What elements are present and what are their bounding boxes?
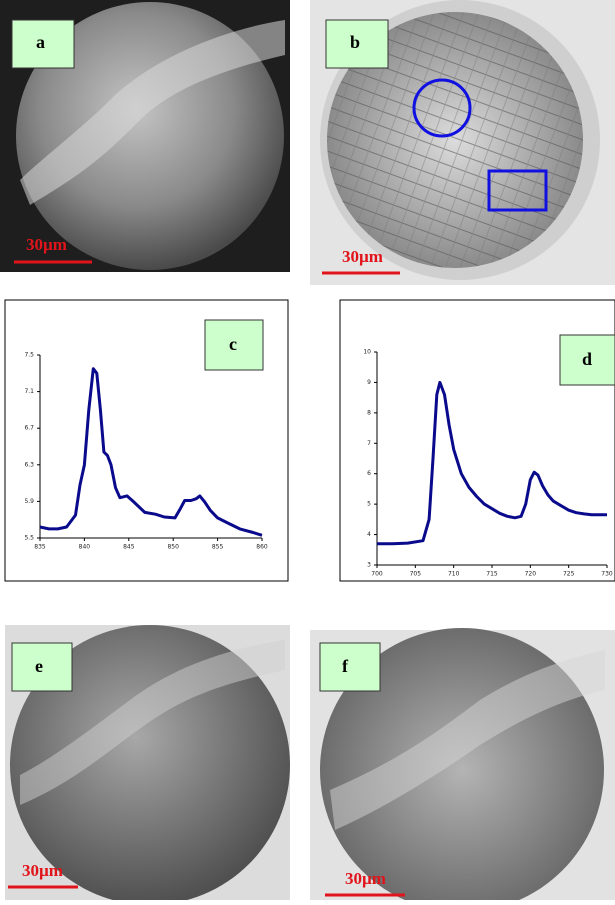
panel-label: f bbox=[342, 656, 349, 676]
scale-bar-label: 30µm bbox=[22, 861, 63, 880]
panel-label: c bbox=[229, 334, 237, 354]
x-tick-label: 705 bbox=[410, 571, 422, 578]
y-tick-label: 6.7 bbox=[24, 425, 34, 432]
panel-label: d bbox=[582, 349, 592, 369]
x-tick-label: 840 bbox=[79, 544, 91, 551]
y-tick-label: 5.5 bbox=[24, 535, 34, 542]
y-tick-label: 3 bbox=[367, 562, 371, 569]
x-tick-label: 700 bbox=[371, 571, 383, 578]
micrograph-a: a 30µm bbox=[0, 0, 290, 272]
y-tick-label: 7 bbox=[367, 440, 371, 447]
y-tick-label: 7.5 bbox=[24, 352, 34, 359]
micrograph-e: e 30µm bbox=[5, 625, 290, 900]
y-tick-label: 10 bbox=[363, 349, 371, 356]
y-tick-label: 9 bbox=[367, 379, 371, 386]
panel-label: b bbox=[350, 32, 360, 52]
panel-label: a bbox=[36, 32, 45, 52]
micrograph-f: f 30µm bbox=[310, 628, 615, 900]
x-tick-label: 730 bbox=[601, 571, 613, 578]
x-tick-label: 710 bbox=[448, 571, 460, 578]
x-tick-label: 850 bbox=[167, 544, 179, 551]
x-tick-label: 860 bbox=[256, 544, 268, 551]
y-tick-label: 4 bbox=[367, 531, 371, 538]
x-tick-label: 725 bbox=[563, 571, 575, 578]
y-tick-label: 6 bbox=[367, 470, 371, 477]
micrograph-b: b 30µm bbox=[310, 0, 615, 285]
panel-label: e bbox=[35, 656, 43, 676]
x-tick-label: 835 bbox=[34, 544, 46, 551]
x-tick-label: 845 bbox=[123, 544, 135, 551]
y-tick-label: 8 bbox=[367, 409, 371, 416]
scale-bar-label: 30µm bbox=[342, 247, 383, 266]
y-tick-label: 5.9 bbox=[24, 498, 34, 505]
x-tick-label: 855 bbox=[212, 544, 224, 551]
y-tick-label: 7.1 bbox=[24, 388, 34, 395]
y-tick-label: 5 bbox=[367, 501, 371, 508]
scale-bar-label: 30µm bbox=[26, 235, 67, 254]
x-tick-label: 715 bbox=[486, 571, 498, 578]
scale-bar-label: 30µm bbox=[345, 869, 386, 888]
y-tick-label: 6.3 bbox=[24, 461, 34, 468]
x-tick-label: 720 bbox=[525, 571, 537, 578]
figure: a 30µm b 30µm c d e 30µm f 30µm bbox=[0, 0, 615, 900]
